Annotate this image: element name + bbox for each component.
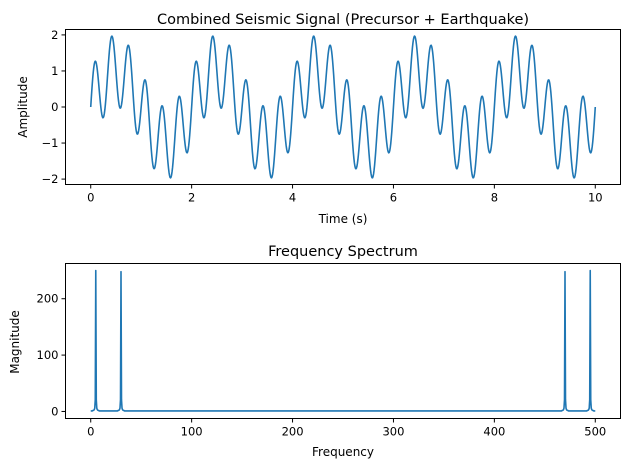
- signal-ytick-label: 0: [51, 100, 58, 114]
- signal-xtick-label: 6: [390, 191, 397, 205]
- signal-xtick-label: 0: [87, 191, 94, 205]
- spectrum-chart-xlabel: Frequency: [312, 445, 374, 459]
- signal-xtick-label: 8: [491, 191, 498, 205]
- spectrum-series-line: [90, 269, 596, 412]
- signal-ytick-label: 1: [51, 64, 58, 78]
- signal-chart-title: Combined Seismic Signal (Precursor + Ear…: [157, 12, 529, 28]
- spectrum-xtick-label: 200: [282, 425, 304, 439]
- signal-xtick-label: 10: [588, 191, 603, 205]
- signal-chart: Combined Seismic Signal (Precursor + Ear…: [16, 12, 621, 226]
- signal-chart-ticks: 0 2 4 6 8 10 −2 −1 0 1 2: [42, 28, 603, 205]
- spectrum-xtick-label: 100: [181, 425, 203, 439]
- spectrum-xtick-label: 400: [483, 425, 505, 439]
- spectrum-ytick-label: 200: [37, 292, 59, 306]
- signal-ytick-label: −2: [42, 172, 59, 186]
- spectrum-chart-title: Frequency Spectrum: [268, 244, 418, 260]
- signal-xtick-label: 4: [289, 191, 296, 205]
- spectrum-ytick-label: 0: [51, 404, 58, 418]
- signal-xtick-label: 2: [188, 191, 195, 205]
- signal-ytick-label: 2: [51, 28, 58, 42]
- spectrum-chart-frame: [65, 263, 621, 419]
- signal-ytick-label: −1: [42, 136, 59, 150]
- spectrum-xtick-label: 0: [87, 425, 94, 439]
- spectrum-chart: Frequency Spectrum 0 100 200 300 400 500 0 100 2…: [8, 244, 621, 459]
- signal-chart-xlabel: Time (s): [318, 212, 368, 226]
- spectrum-xtick-label: 500: [584, 425, 606, 439]
- spectrum-chart-ylabel: Magnitude: [8, 310, 22, 374]
- signal-series-line: [89, 35, 597, 179]
- signal-chart-ylabel: Amplitude: [16, 76, 30, 138]
- spectrum-ytick-label: 100: [37, 348, 59, 362]
- spectrum-xtick-label: 300: [382, 425, 404, 439]
- spectrum-chart-ticks: 0 100 200 300 400 500 0 100 200: [37, 292, 607, 439]
